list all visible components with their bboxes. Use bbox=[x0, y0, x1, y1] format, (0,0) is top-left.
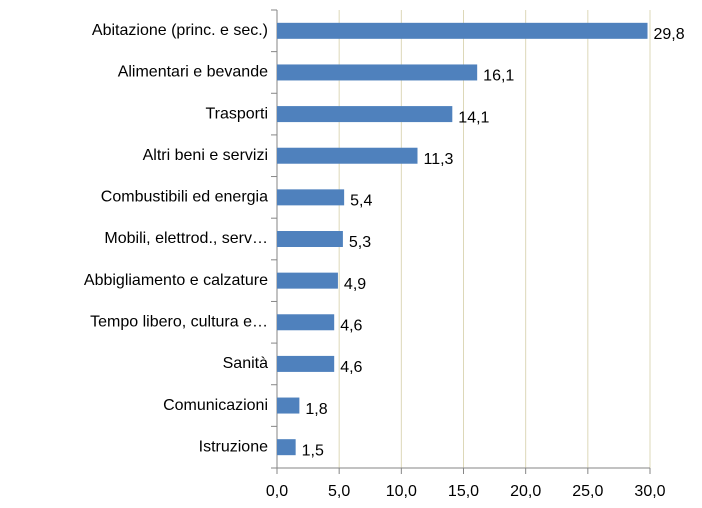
value-label: 5,4 bbox=[350, 193, 372, 210]
bar bbox=[277, 106, 453, 123]
y-tick-label: Mobili, elettrod., serv… bbox=[104, 230, 268, 247]
value-label: 14,1 bbox=[458, 109, 489, 126]
bar bbox=[277, 397, 300, 414]
y-tick-label: Tempo libero, cultura e… bbox=[90, 313, 268, 330]
y-tick-label: Comunicazioni bbox=[163, 397, 268, 414]
value-label: 16,1 bbox=[483, 68, 514, 85]
y-tick-label: Sanità bbox=[223, 355, 268, 372]
x-tick-label: 25,0 bbox=[572, 483, 603, 500]
x-tick-label: 15,0 bbox=[448, 483, 479, 500]
value-label: 4,6 bbox=[340, 359, 362, 376]
bar bbox=[277, 272, 338, 289]
y-tick-label: Abbigliamento e calzature bbox=[84, 272, 268, 289]
value-label: 11,3 bbox=[423, 151, 453, 168]
bar bbox=[277, 314, 335, 331]
value-label: 1,8 bbox=[305, 401, 327, 418]
bar bbox=[277, 189, 345, 206]
y-tick-label: Istruzione bbox=[199, 438, 268, 455]
y-tick-label: Abitazione (princ. e sec.) bbox=[92, 22, 268, 39]
value-label: 4,9 bbox=[344, 276, 366, 293]
y-tick-label: Altri beni e servizi bbox=[143, 147, 268, 164]
x-tick-label: 10,0 bbox=[386, 483, 417, 500]
value-label: 1,5 bbox=[302, 442, 324, 459]
y-tick-label: Trasporti bbox=[205, 105, 268, 122]
bar bbox=[277, 147, 418, 164]
x-tick-label: 20,0 bbox=[510, 483, 541, 500]
bar bbox=[277, 355, 335, 372]
value-label: 5,3 bbox=[349, 234, 371, 251]
x-tick-label: 5,0 bbox=[328, 483, 350, 500]
x-tick-label: 30,0 bbox=[634, 483, 665, 500]
x-tick-label: 0,0 bbox=[266, 483, 288, 500]
bar bbox=[277, 439, 296, 456]
bar bbox=[277, 22, 648, 39]
y-tick-label: Combustibili ed energia bbox=[101, 189, 268, 206]
bar bbox=[277, 231, 343, 247]
value-label: 29,8 bbox=[654, 26, 685, 43]
value-label: 4,6 bbox=[340, 317, 362, 334]
bar bbox=[277, 64, 478, 81]
y-tick-label: Alimentari e bevande bbox=[118, 64, 268, 81]
